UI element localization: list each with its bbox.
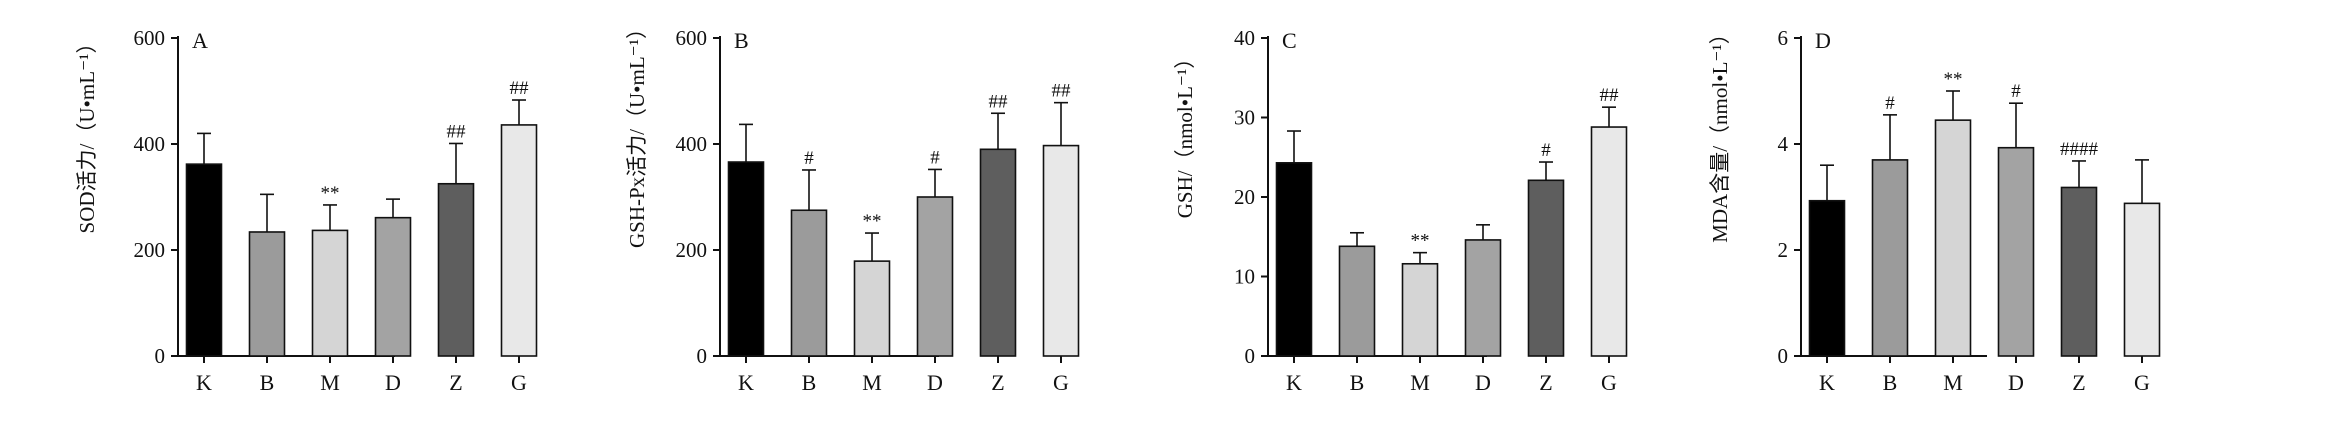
significance-label: ## xyxy=(510,78,530,99)
x-tick-label: K xyxy=(1286,370,1302,395)
bar-b xyxy=(790,209,828,357)
y-tick-label: 400 xyxy=(676,132,708,156)
panel-a: A SOD活力/（U•mL⁻¹） 0 200 400 600 K B ** M D ## Z ## G xyxy=(75,26,538,395)
bar-d xyxy=(374,216,412,357)
x-tick-label: G xyxy=(2134,370,2150,395)
bar-b xyxy=(1871,159,1909,357)
significance-label: # xyxy=(804,148,814,169)
x-tick-label: B xyxy=(802,370,817,395)
significance-label: ## xyxy=(1600,85,1620,106)
bar-d xyxy=(916,196,954,357)
significance-label: ## xyxy=(989,91,1009,112)
x-tick-label: G xyxy=(511,370,527,395)
panel-b: B GSH-Px活力/（U•mL⁻¹） 0 200 400 600 K # B ** M # D ##… xyxy=(625,18,1080,395)
x-tick-label: B xyxy=(260,370,275,395)
x-tick-label: G xyxy=(1053,370,1069,395)
panel-b-ylabel: GSH-Px活力/（U•mL⁻¹） xyxy=(625,18,649,248)
bar-m xyxy=(1934,119,1972,357)
bar-g xyxy=(500,124,538,357)
y-tick-label: 0 xyxy=(1778,344,1789,368)
significance-label: ** xyxy=(1944,69,1963,90)
bar-k xyxy=(185,163,223,357)
x-tick-label: D xyxy=(2008,370,2024,395)
y-tick-label: 10 xyxy=(1234,265,1255,289)
bar-g xyxy=(1590,126,1628,357)
significance-label: #### xyxy=(2060,139,2099,160)
x-tick-label: D xyxy=(385,370,401,395)
x-tick-label: Z xyxy=(2072,370,2085,395)
x-tick-label: B xyxy=(1883,370,1898,395)
x-tick-label: K xyxy=(738,370,754,395)
x-tick-label: Z xyxy=(1539,370,1552,395)
bar-m xyxy=(311,229,349,357)
bar-m xyxy=(853,260,891,357)
y-tick-label: 200 xyxy=(134,238,166,262)
x-tick-label: K xyxy=(1819,370,1835,395)
panel-d: D MDA含量/（nmol•L⁻¹） 0 2 4 6 K # B ** M # D #### Z G xyxy=(1708,23,2161,395)
bar-d xyxy=(1464,239,1502,357)
panel-c-label: C xyxy=(1282,28,1297,53)
bar-b xyxy=(1338,245,1376,357)
y-tick-label: 30 xyxy=(1234,106,1255,130)
x-tick-label: K xyxy=(196,370,212,395)
panel-c-ylabel: GSH/（nmol•L⁻¹） xyxy=(1173,48,1197,219)
bar-g xyxy=(1042,144,1080,357)
x-tick-label: M xyxy=(1943,370,1963,395)
x-tick-label: G xyxy=(1601,370,1617,395)
y-tick-label: 600 xyxy=(676,26,708,50)
bar-z xyxy=(437,182,475,357)
significance-label: # xyxy=(930,147,940,168)
y-tick-label: 40 xyxy=(1234,26,1255,50)
x-tick-label: Z xyxy=(991,370,1004,395)
x-tick-label: D xyxy=(1475,370,1491,395)
panel-b-label: B xyxy=(734,28,749,53)
y-tick-label: 6 xyxy=(1778,26,1789,50)
panel-c: C GSH/（nmol•L⁻¹） 0 10 20 30 40 K B ** M D # Z ## G xyxy=(1173,26,1628,395)
x-tick-label: M xyxy=(1410,370,1430,395)
significance-label: ** xyxy=(863,211,882,232)
bar-k xyxy=(727,161,765,357)
bar-z xyxy=(979,148,1017,357)
bar-g xyxy=(2123,202,2161,357)
bar-z xyxy=(1527,179,1565,357)
bar-z xyxy=(2060,186,2098,357)
y-tick-label: 0 xyxy=(697,344,708,368)
panel-a-ylabel: SOD活力/（U•mL⁻¹） xyxy=(75,33,99,234)
x-tick-label: D xyxy=(927,370,943,395)
significance-label: # xyxy=(1885,93,1895,114)
bar-d xyxy=(1997,146,2035,357)
x-tick-label: Z xyxy=(449,370,462,395)
x-tick-label: M xyxy=(320,370,340,395)
significance-label: ## xyxy=(1052,81,1072,102)
bar-b xyxy=(248,231,286,357)
y-tick-label: 600 xyxy=(134,26,166,50)
panel-a-label: A xyxy=(192,28,208,53)
x-tick-label: B xyxy=(1350,370,1365,395)
y-tick-label: 2 xyxy=(1778,238,1789,262)
x-tick-label: M xyxy=(862,370,882,395)
y-tick-label: 0 xyxy=(1245,344,1256,368)
y-tick-label: 4 xyxy=(1778,132,1789,156)
y-tick-label: 0 xyxy=(155,344,166,368)
y-tick-label: 20 xyxy=(1234,185,1255,209)
y-tick-label: 400 xyxy=(134,132,166,156)
bar-k xyxy=(1808,199,1846,357)
significance-label: ## xyxy=(447,121,467,142)
bar-m xyxy=(1401,262,1439,357)
bar-k xyxy=(1275,162,1313,357)
significance-label: # xyxy=(2011,81,2021,102)
significance-label: ** xyxy=(321,183,340,204)
y-tick-label: 200 xyxy=(676,238,708,262)
significance-label: ** xyxy=(1411,231,1430,252)
panel-d-ylabel: MDA含量/（nmol•L⁻¹） xyxy=(1708,23,1732,243)
panel-d-label: D xyxy=(1815,28,1831,53)
significance-label: # xyxy=(1541,140,1551,161)
